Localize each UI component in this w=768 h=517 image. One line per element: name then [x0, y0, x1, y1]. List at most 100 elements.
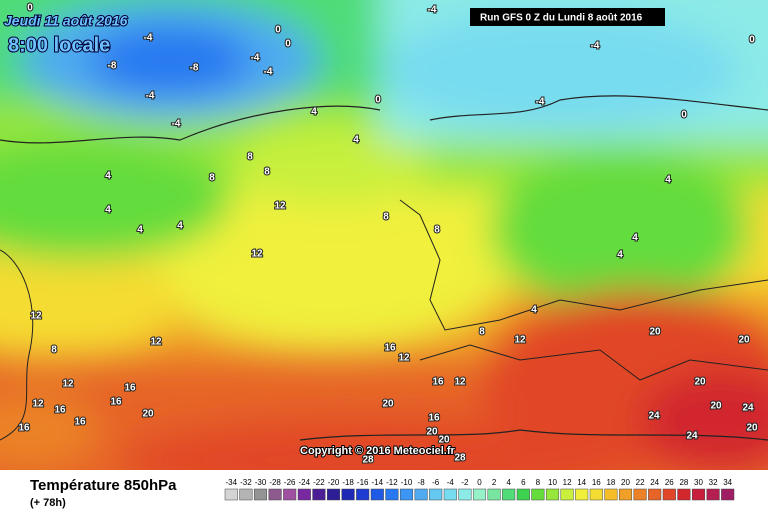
- scale-label: 24: [650, 478, 659, 487]
- contour-label: 0: [375, 95, 381, 106]
- scale-label: -16: [357, 478, 369, 487]
- contour-label: 16: [384, 343, 396, 354]
- scale-swatch: [502, 488, 516, 501]
- scale-swatch: [283, 488, 297, 501]
- contour-label: 16: [428, 413, 440, 424]
- scale-label: -8: [418, 478, 426, 487]
- contour-label: 24: [686, 431, 698, 442]
- contour-label: -4: [591, 41, 600, 52]
- scale-label: -14: [372, 478, 384, 487]
- scale-swatch: [356, 488, 370, 501]
- contour-label: 8: [434, 225, 440, 236]
- scale-label: -24: [299, 478, 311, 487]
- scale-label: -20: [328, 478, 340, 487]
- contour-label: 8: [209, 173, 215, 184]
- contour-label: 20: [142, 409, 154, 420]
- contour-label: 8: [51, 345, 57, 356]
- contour-label: 4: [137, 225, 143, 236]
- copyright: Copyright © 2016 Meteociel.fr: [300, 445, 456, 457]
- contour-label: 4: [617, 250, 623, 261]
- scale-label: 8: [536, 478, 541, 487]
- contour-label: 8: [247, 152, 253, 163]
- scale-swatch: [370, 488, 384, 501]
- contour-label: 20: [746, 423, 758, 434]
- scale-swatch: [604, 488, 618, 501]
- contour-label: 4: [632, 233, 638, 244]
- contour-label: 28: [454, 453, 466, 464]
- contour-label: 4: [353, 135, 359, 146]
- scale-swatch: [326, 488, 341, 501]
- scale-label: 18: [606, 478, 615, 487]
- contour-label: 20: [738, 335, 750, 346]
- contour-label: -4: [172, 119, 181, 130]
- contour-label: 0: [681, 110, 687, 121]
- contour-label: 12: [514, 335, 526, 346]
- scale-label: 4: [506, 478, 511, 487]
- contour-label: 4: [531, 305, 537, 316]
- contour-label: 16: [74, 417, 86, 428]
- scale-label: -22: [313, 478, 325, 487]
- scale-swatch: [443, 488, 457, 501]
- contour-label: -4: [264, 67, 273, 78]
- contour-label: 12: [62, 379, 74, 390]
- contour-label: 12: [274, 201, 286, 212]
- scale-swatch: [429, 488, 443, 501]
- contour-label: 16: [18, 423, 30, 434]
- scale-swatch: [648, 488, 662, 501]
- scale-label: 34: [723, 478, 732, 487]
- scale-swatch: [560, 488, 574, 501]
- contour-label: 20: [426, 427, 438, 438]
- scale-swatch: [618, 488, 633, 501]
- scale-swatch: [516, 488, 530, 501]
- scale-label: 0: [477, 478, 482, 487]
- scale-swatch: [589, 488, 603, 501]
- contour-label: -4: [146, 91, 155, 102]
- contour-label: 0: [27, 3, 33, 14]
- scale-label: -6: [432, 478, 440, 487]
- color-scale: -34 -32 -30 -28 -26 -24 -22 -20 -18 -16 -14 -12 -10-…: [224, 478, 735, 501]
- contour-label: 8: [479, 327, 485, 338]
- contour-label: 20: [438, 435, 450, 446]
- scale-swatch: [633, 488, 647, 501]
- scale-swatch: [662, 488, 676, 501]
- scale-swatch: [414, 488, 428, 501]
- contour-label: 16: [432, 377, 444, 388]
- scale-label: 28: [679, 478, 688, 487]
- footer-title: Température 850hPa: [30, 477, 177, 494]
- contour-label: 4: [177, 221, 183, 232]
- valid-time: 8:00 locale: [8, 34, 110, 56]
- scale-label: 16: [592, 478, 601, 487]
- contour-label: 28: [362, 455, 374, 466]
- contour-label: 24: [648, 411, 660, 422]
- footer-lead: (+ 78h): [30, 497, 66, 509]
- contour-label: 20: [649, 327, 661, 338]
- scale-swatch: [691, 488, 706, 501]
- contour-label: 20: [710, 401, 722, 412]
- scale-swatch: [399, 488, 414, 501]
- scale-swatch: [721, 488, 735, 501]
- scale-swatch: [297, 488, 311, 501]
- contour-label: 0: [275, 25, 281, 36]
- contour-label: 4: [311, 107, 317, 118]
- scale-swatch: [575, 488, 589, 501]
- scale-swatch: [268, 488, 282, 501]
- contour-label: -8: [190, 63, 199, 74]
- scale-swatch: [487, 488, 501, 501]
- scale-label: -12: [386, 478, 398, 487]
- contour-label: -4: [251, 53, 260, 64]
- scale-label: 30: [694, 478, 703, 487]
- scale-label: 10: [548, 478, 557, 487]
- contour-label: 4: [105, 205, 111, 216]
- contour-label: 12: [251, 249, 263, 260]
- scale-swatch: [312, 488, 326, 501]
- contour-label: 20: [694, 377, 706, 388]
- run-info: Run GFS 0 Z du Lundi 8 août 2016: [480, 13, 643, 24]
- contour-label: 16: [54, 405, 66, 416]
- contour-label: 4: [105, 171, 111, 182]
- scale-swatch: [224, 488, 238, 501]
- scale-label: -26: [284, 478, 296, 487]
- scale-label: 2: [492, 478, 497, 487]
- scale-label: -4: [447, 478, 455, 487]
- contour-label: 8: [264, 167, 270, 178]
